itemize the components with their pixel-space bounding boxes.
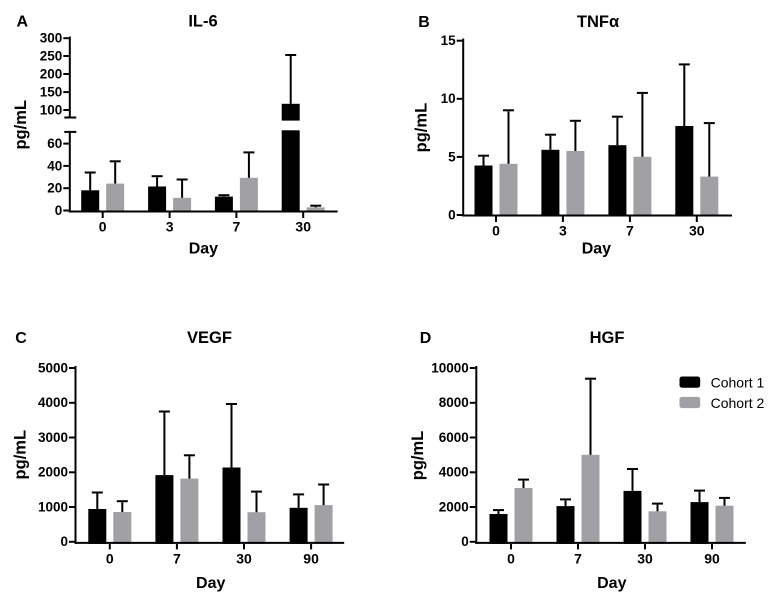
svg-text:3: 3	[166, 219, 174, 235]
svg-text:Day: Day	[582, 241, 611, 258]
svg-text:IL-6: IL-6	[188, 12, 217, 30]
svg-text:90: 90	[704, 550, 720, 566]
svg-text:3000: 3000	[38, 430, 68, 445]
svg-text:8000: 8000	[439, 395, 469, 410]
svg-text:Day: Day	[189, 241, 218, 258]
svg-text:90: 90	[303, 550, 319, 566]
svg-text:A: A	[17, 13, 29, 30]
svg-text:15: 15	[441, 33, 457, 48]
svg-text:7: 7	[626, 222, 634, 238]
svg-text:C: C	[15, 330, 27, 347]
svg-text:200: 200	[40, 66, 63, 81]
svg-text:30: 30	[236, 550, 252, 566]
svg-text:7: 7	[233, 219, 241, 235]
svg-text:60: 60	[47, 136, 62, 151]
svg-text:pg/mL: pg/mL	[12, 100, 30, 150]
svg-text:B: B	[418, 14, 430, 31]
svg-text:2000: 2000	[38, 465, 68, 480]
svg-text:6000: 6000	[439, 430, 469, 445]
svg-text:1000: 1000	[38, 499, 68, 514]
svg-text:30: 30	[295, 219, 311, 235]
svg-text:100: 100	[40, 102, 63, 117]
svg-text:0: 0	[99, 219, 107, 235]
svg-text:TNFα: TNFα	[577, 13, 619, 31]
svg-text:0: 0	[106, 550, 114, 566]
svg-text:10: 10	[441, 91, 456, 106]
svg-text:2000: 2000	[439, 499, 469, 514]
svg-text:7: 7	[574, 550, 582, 566]
svg-text:0: 0	[492, 222, 500, 238]
svg-text:Cohort 2: Cohort 2	[711, 395, 765, 411]
svg-text:Cohort 1: Cohort 1	[711, 375, 765, 391]
svg-text:0: 0	[60, 534, 68, 549]
svg-text:150: 150	[40, 85, 63, 100]
svg-text:0: 0	[448, 207, 456, 222]
svg-text:3: 3	[559, 222, 567, 238]
svg-text:5000: 5000	[38, 360, 68, 375]
svg-text:7: 7	[173, 550, 181, 566]
svg-text:0: 0	[55, 203, 63, 218]
svg-text:20: 20	[47, 181, 62, 196]
svg-text:40: 40	[47, 158, 62, 173]
svg-text:250: 250	[40, 48, 63, 63]
svg-text:HGF: HGF	[590, 329, 625, 347]
svg-text:pg/mL: pg/mL	[12, 430, 30, 480]
svg-text:10000: 10000	[431, 360, 469, 375]
svg-text:Day: Day	[196, 575, 225, 592]
svg-text:pg/mL: pg/mL	[413, 103, 431, 153]
svg-text:5: 5	[448, 149, 456, 164]
svg-text:4000: 4000	[439, 465, 469, 480]
svg-text:Day: Day	[597, 575, 626, 592]
svg-text:VEGF: VEGF	[187, 329, 232, 347]
svg-text:30: 30	[637, 550, 653, 566]
svg-text:pg/mL: pg/mL	[409, 431, 427, 481]
svg-text:4000: 4000	[38, 395, 68, 410]
svg-text:300: 300	[40, 31, 63, 46]
svg-text:0: 0	[461, 534, 469, 549]
svg-text:30: 30	[689, 222, 705, 238]
svg-text:D: D	[420, 330, 432, 347]
svg-text:0: 0	[507, 550, 515, 566]
